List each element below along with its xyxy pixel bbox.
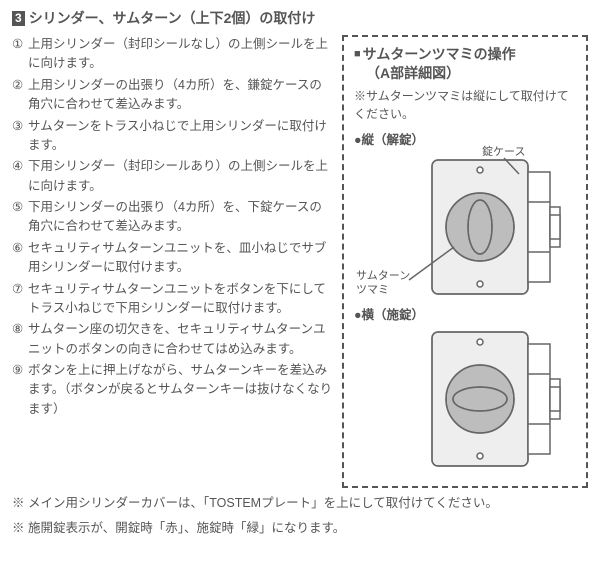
step-marker: ⑦ xyxy=(12,280,28,319)
unlock-diagram: 錠ケース サムターン ツマミ xyxy=(354,152,576,300)
sidebox-note: ※サムターンツマミは縦にして取付けてください。 xyxy=(354,87,576,123)
step-item: ⑥セキュリティサムターンユニットを、皿小ねじでサブ用シリンダーに取付けます。 xyxy=(12,239,334,278)
step-item: ⑤下用シリンダーの出張り（4カ所）を、下錠ケースの角穴に合わせて差込みます。 xyxy=(12,198,334,237)
heading-number: 3 xyxy=(12,11,25,26)
step-item: ⑦セキュリティサムターンユニットをボタンを下にしてトラス小ねじで下用シリンダーに… xyxy=(12,280,334,319)
step-marker: ② xyxy=(12,76,28,115)
side-detail-box: ■サムターンツマミの操作 （A部詳細図） ※サムターンツマミは縦にして取付けてく… xyxy=(342,35,588,488)
lockcase-label: 錠ケース xyxy=(482,146,525,159)
step-item: ⑧サムターン座の切欠きを、セキュリティサムターンユニットのボタンの向きに合わせて… xyxy=(12,320,334,359)
knob-label-1: サムターン xyxy=(356,270,410,283)
step-text: 下用シリンダー（封印シールあり）の上側シールを上に向けます。 xyxy=(28,157,334,196)
mode-unlock-label: ●縦（解錠） xyxy=(354,131,576,150)
mode-lock-label: ●横（施錠） xyxy=(354,306,576,325)
step-marker: ⑧ xyxy=(12,320,28,359)
footnote-2: ※ 施開錠表示が、開錠時「赤」、施錠時「緑」になります。 xyxy=(12,519,588,538)
step-text: サムターン座の切欠きを、セキュリティサムターンユニットのボタンの向きに合わせては… xyxy=(28,320,334,359)
step-text: 下用シリンダーの出張り（4カ所）を、下錠ケースの角穴に合わせて差込みます。 xyxy=(28,198,334,237)
step-marker: ⑥ xyxy=(12,239,28,278)
step-item: ④下用シリンダー（封印シールあり）の上側シールを上に向けます。 xyxy=(12,157,334,196)
knob-label-2: ツマミ xyxy=(356,284,389,297)
step-marker: ① xyxy=(12,35,28,74)
footnote-1: ※ メイン用シリンダーカバーは、「TOSTEMプレート」を上にして取付けてくださ… xyxy=(12,494,588,513)
steps-column: ①上用シリンダー（封印シールなし）の上側シールを上に向けます。②上用シリンダーの… xyxy=(12,35,334,488)
step-marker: ⑨ xyxy=(12,361,28,419)
lock-diagram xyxy=(354,326,576,474)
step-text: セキュリティサムターンユニットをボタンを下にしてトラス小ねじで下用シリンダーに取… xyxy=(28,280,334,319)
section-heading: 3 シリンダー、サムターン（上下2個）の取付け xyxy=(12,8,588,29)
step-marker: ⑤ xyxy=(12,198,28,237)
step-text: 上用シリンダー（封印シールなし）の上側シールを上に向けます。 xyxy=(28,35,334,74)
step-item: ⑨ボタンを上に押上げながら、サムターンキーを差込みます。（ボタンが戻るとサムター… xyxy=(12,361,334,419)
step-item: ②上用シリンダーの出張り（4カ所）を、鎌錠ケースの角穴に合わせて差込みます。 xyxy=(12,76,334,115)
step-item: ③サムターンをトラス小ねじで上用シリンダーに取付けます。 xyxy=(12,117,334,156)
step-text: セキュリティサムターンユニットを、皿小ねじでサブ用シリンダーに取付けます。 xyxy=(28,239,334,278)
sidebox-title: ■サムターンツマミの操作 （A部詳細図） xyxy=(354,45,576,83)
step-text: ボタンを上に押上げながら、サムターンキーを差込みます。（ボタンが戻るとサムターン… xyxy=(28,361,334,419)
step-marker: ③ xyxy=(12,117,28,156)
heading-title: シリンダー、サムターン（上下2個）の取付け xyxy=(29,8,316,29)
step-text: サムターンをトラス小ねじで上用シリンダーに取付けます。 xyxy=(28,117,334,156)
step-item: ①上用シリンダー（封印シールなし）の上側シールを上に向けます。 xyxy=(12,35,334,74)
step-text: 上用シリンダーの出張り（4カ所）を、鎌錠ケースの角穴に合わせて差込みます。 xyxy=(28,76,334,115)
step-marker: ④ xyxy=(12,157,28,196)
